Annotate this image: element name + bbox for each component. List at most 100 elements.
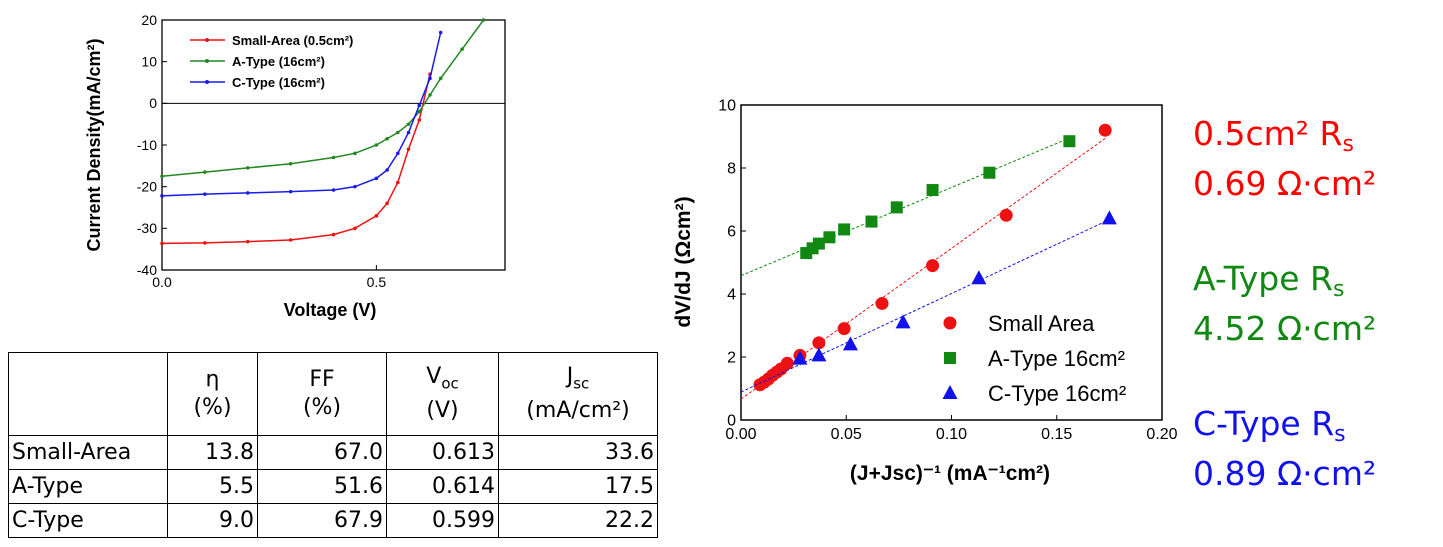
legend-marker xyxy=(205,38,209,42)
annotation-sub: s xyxy=(1334,422,1345,447)
header-unit: (%) xyxy=(302,395,342,420)
annotation: C-Type Rs 0.89 Ω·cm² xyxy=(1193,404,1376,493)
annotation-title: C-Type Rs xyxy=(1193,404,1346,447)
point xyxy=(428,93,432,97)
annotation-label: C-Type xyxy=(1193,404,1301,443)
legend-label: Small-Area (0.5cm²) xyxy=(232,33,353,48)
marker xyxy=(944,352,956,364)
marker xyxy=(943,316,957,330)
header-sub: oc xyxy=(441,374,459,393)
y-tick-label: 4 xyxy=(727,287,736,304)
y-tick-label: 0 xyxy=(727,413,736,430)
legend-marker xyxy=(205,80,209,84)
point xyxy=(353,184,357,189)
legend-label: C-Type (16cm²) xyxy=(232,75,325,90)
marker xyxy=(971,270,987,285)
point xyxy=(203,241,207,245)
y-axis-title: dV/dJ (Ωcm²) xyxy=(672,196,695,327)
point xyxy=(160,241,164,246)
annotation-sub: s xyxy=(1333,277,1344,302)
header-unit: (mA/cm²) xyxy=(526,398,630,424)
header-row: η (%) FF (%) Voc (V) Jsc (mA/cm²) xyxy=(8,352,658,436)
table-cell: 0.599 xyxy=(386,503,499,538)
point xyxy=(428,76,432,81)
table-cell: 22.2 xyxy=(498,503,658,538)
point xyxy=(203,192,207,196)
annotation-value: 0.89 Ω·cm² xyxy=(1193,454,1376,493)
point xyxy=(406,147,411,151)
header-symbol-text: J xyxy=(566,363,574,389)
header-cell: Voc (V) xyxy=(386,352,499,436)
point xyxy=(385,201,389,206)
header-symbol: η xyxy=(171,366,254,394)
x-tick-label: 0.00 xyxy=(725,426,756,443)
legend-marker xyxy=(205,59,209,63)
legend-label: A-Type 16cm² xyxy=(988,346,1125,371)
header-unit: (V) xyxy=(426,398,459,424)
table-cell: 51.6 xyxy=(257,469,387,504)
table-row: C-Type 9.0 67.9 0.599 22.2 xyxy=(8,503,658,538)
marker xyxy=(838,223,851,236)
marker xyxy=(823,231,836,244)
annotation-title: 0.5cm² Rs xyxy=(1193,114,1354,157)
y-tick-label: 6 xyxy=(727,224,736,241)
point xyxy=(331,155,336,160)
x-tick-label: 0.05 xyxy=(831,426,862,443)
point xyxy=(417,109,422,114)
marker xyxy=(812,237,825,250)
marker xyxy=(942,385,958,399)
x-tick-label: 0.0 xyxy=(152,274,172,290)
marker xyxy=(1063,135,1076,148)
table-cell: 33.6 xyxy=(498,435,658,470)
point xyxy=(245,191,250,195)
annotation-value: 4.52 Ω·cm² xyxy=(1193,309,1376,348)
y-axis-title: Current Density(mA/cm²) xyxy=(84,38,104,251)
marker xyxy=(800,247,813,260)
marker xyxy=(926,184,939,197)
legend-label: A-Type (16cm²) xyxy=(232,54,325,69)
marker xyxy=(842,336,858,351)
header-symbol: FF xyxy=(261,366,383,394)
annotation-symbol: R xyxy=(1310,259,1333,298)
point xyxy=(288,238,293,242)
x-tick-label: 0.5 xyxy=(367,274,387,290)
point xyxy=(374,214,379,218)
point xyxy=(406,122,411,126)
y-tick-label: 20 xyxy=(141,12,157,28)
point xyxy=(481,18,486,22)
row-label: A-Type xyxy=(8,469,168,504)
marker xyxy=(865,215,878,228)
header-symbol-text: FF xyxy=(309,367,335,392)
row-label: Small-Area xyxy=(8,435,168,470)
point xyxy=(460,47,464,51)
point xyxy=(406,130,411,135)
legend-label: C-Type 16cm² xyxy=(988,381,1126,406)
header-cell: Jsc (mA/cm²) xyxy=(498,352,658,436)
y-tick-label: -20 xyxy=(137,179,157,195)
x-axis-title: (J+Jsc)⁻¹ (mA⁻¹cm²) xyxy=(850,462,1050,485)
x-tick-label: 0.10 xyxy=(936,426,967,443)
y-tick-label: 2 xyxy=(727,350,736,367)
header-unit: (%) xyxy=(193,395,232,420)
marker xyxy=(890,201,903,214)
fit-line xyxy=(740,137,1070,277)
header-symbol: Voc xyxy=(390,363,495,397)
marker xyxy=(875,296,889,310)
marker xyxy=(999,208,1013,222)
x-tick-label: 0.20 xyxy=(1146,426,1177,443)
header-cell: η (%) xyxy=(167,352,258,436)
marker xyxy=(983,166,996,179)
marker xyxy=(811,347,827,362)
header-sub: sc xyxy=(573,374,590,393)
point xyxy=(374,143,379,147)
marker xyxy=(926,259,940,273)
chart: 0 2 4 6 8 10 0.00 0.05 0.10 0.15 0.20 (J+Jsc)⁻¹ (mA… xyxy=(672,98,1178,485)
marker xyxy=(1101,210,1117,225)
header-symbol-text: V xyxy=(426,363,442,389)
point xyxy=(353,226,357,231)
annotation-title: A-Type Rs xyxy=(1193,259,1344,302)
point xyxy=(438,76,443,81)
point xyxy=(396,151,400,156)
table-cell: 17.5 xyxy=(498,469,658,504)
row-label: C-Type xyxy=(8,503,168,538)
